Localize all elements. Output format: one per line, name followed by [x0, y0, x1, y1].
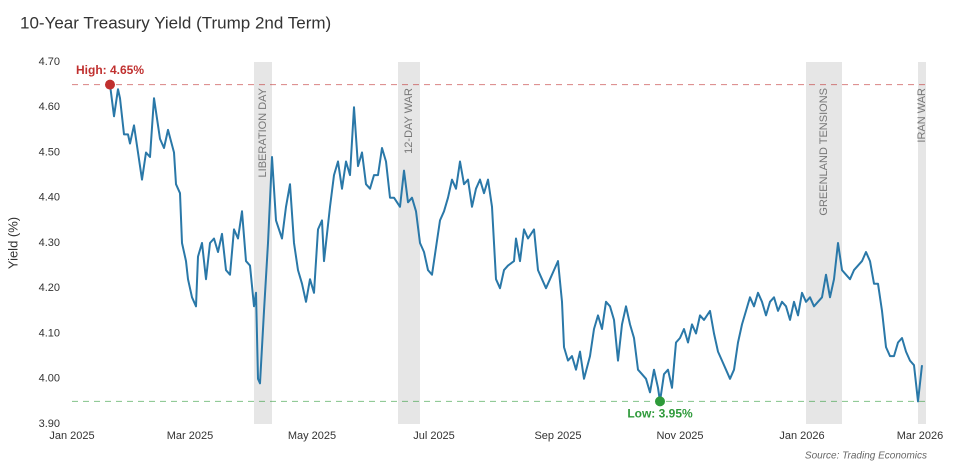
x-tick-label: Jul 2025: [413, 430, 455, 442]
y-tick-label: 4.30: [39, 237, 60, 249]
y-tick-label: 4.50: [39, 146, 60, 158]
y-axis-label: Yield (%): [5, 217, 20, 269]
x-tick-label: May 2025: [288, 430, 336, 442]
extreme-marker: [105, 79, 115, 90]
event-band: [918, 62, 926, 424]
x-tick-label: Nov 2025: [656, 430, 703, 442]
y-tick-label: 4.00: [39, 373, 60, 385]
event-band: [806, 62, 842, 424]
x-tick-label: Mar 2026: [897, 430, 943, 442]
y-tick-label: 3.90: [39, 418, 60, 430]
y-tick-label: 4.60: [39, 101, 60, 113]
event-label: LIBERATION DAY: [257, 87, 269, 177]
y-tick-label: 4.70: [39, 56, 60, 68]
yield-line: [109, 84, 923, 403]
chart-title: 10-Year Treasury Yield (Trump 2nd Term): [20, 13, 331, 32]
event-band: [254, 62, 272, 424]
extreme-label: Low: 3.95%: [627, 407, 693, 421]
extreme-marker: [655, 396, 665, 407]
extreme-label: High: 4.65%: [76, 63, 144, 77]
event-label: GREENLAND TENSIONS: [818, 88, 830, 216]
source-note: Source: Trading Economics: [805, 451, 927, 462]
x-tick-label: Sep 2025: [534, 430, 581, 442]
y-tick-label: 4.20: [39, 282, 60, 294]
x-tick-label: Mar 2025: [167, 430, 213, 442]
event-band: [398, 62, 420, 424]
event-label: 12-DAY WAR: [403, 88, 415, 154]
x-tick-label: Jan 2025: [49, 430, 94, 442]
y-tick-label: 4.40: [39, 192, 60, 204]
y-tick-label: 4.10: [39, 327, 60, 339]
event-label: IRAN WAR: [916, 88, 928, 143]
x-tick-label: Jan 2026: [779, 430, 824, 442]
